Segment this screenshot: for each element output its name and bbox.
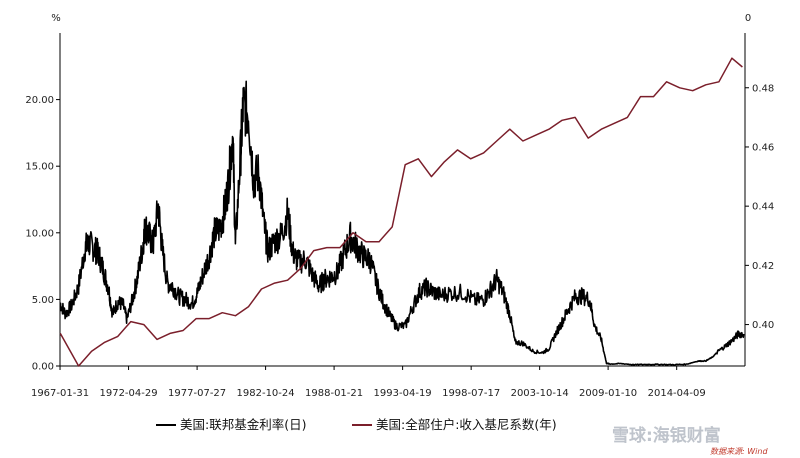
x-tick-label: 1988-01-21: [305, 388, 363, 399]
left-tick-label: 20.00: [25, 95, 54, 106]
right-axis-unit: 0: [745, 13, 751, 24]
left-axis-unit: %: [51, 13, 61, 24]
right-tick-label: 0.46: [752, 142, 774, 153]
left-axis-ticks: 0.00 5.00 10.00 15.00 20.00: [25, 95, 60, 373]
left-tick-label: 5.00: [32, 295, 54, 306]
x-tick-label: 2014-04-09: [648, 388, 706, 399]
fed-funds-rate-line: [59, 80, 745, 366]
source-note: 数据来源: Wind: [710, 447, 768, 456]
x-tick-label: 1993-04-19: [374, 388, 432, 399]
axes: [59, 33, 746, 367]
legend-label-gini: 美国:全部住户:收入基尼系数(年): [376, 417, 557, 432]
legend: 美国:联邦基金利率(日) 美国:全部住户:收入基尼系数(年): [156, 417, 557, 432]
right-tick-label: 0.40: [752, 320, 774, 331]
gini-coefficient-line: [59, 57, 743, 367]
x-tick-label: 1972-04-29: [99, 388, 157, 399]
x-tick-label: 2009-01-10: [579, 388, 637, 399]
left-tick-label: 10.00: [25, 228, 54, 239]
series-group: [59, 57, 745, 367]
legend-label-fed-funds: 美国:联邦基金利率(日): [180, 417, 306, 432]
x-tick-label: 1967-01-31: [31, 388, 89, 399]
right-axis-ticks: 0.40 0.42 0.44 0.46 0.48: [745, 83, 774, 331]
x-tick-label: 1998-07-17: [442, 388, 500, 399]
right-tick-label: 0.42: [752, 261, 774, 272]
x-tick-label: 1982-10-24: [237, 388, 295, 399]
left-tick-label: 0.00: [32, 362, 54, 373]
watermark: 雪球:海银财富: [612, 425, 721, 446]
right-tick-label: 0.48: [752, 83, 774, 94]
left-tick-label: 15.00: [25, 162, 54, 173]
x-tick-label: 1977-07-27: [168, 388, 226, 399]
right-tick-label: 0.44: [752, 202, 774, 213]
x-axis-ticks: 1967-01-31 1972-04-29 1977-07-27 1982-10-24…: [31, 366, 706, 399]
x-tick-label: 2003-10-14: [511, 388, 569, 399]
